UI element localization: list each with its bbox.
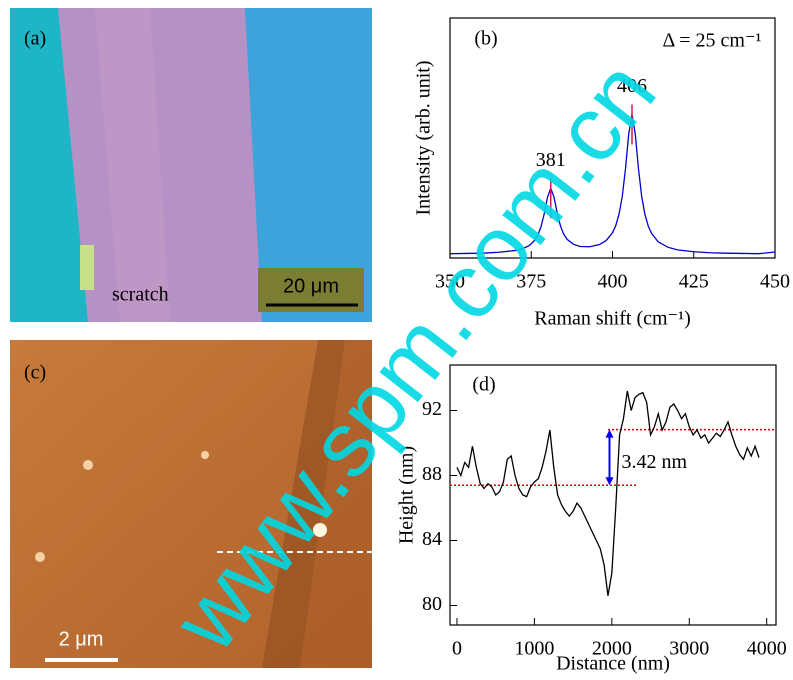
data-line <box>457 391 759 596</box>
x-axis-label: Raman shift (cm⁻¹) <box>534 308 691 330</box>
x-axis-label: Distance (nm) <box>556 653 670 675</box>
figure: (a) scratch 20 μm (c) 2 μm 3503754004254… <box>0 0 793 680</box>
x-tick-label: 4000 <box>747 638 787 660</box>
panel-label: (b) <box>474 28 497 50</box>
x-tick-label: 450 <box>760 271 790 293</box>
x-tick-label: 425 <box>679 271 709 293</box>
annotation: Δ = 25 cm⁻¹ <box>662 30 761 52</box>
step-label: 3.42 nm <box>622 451 688 473</box>
scale-bar-label: 2 μm <box>59 628 104 650</box>
panel-label: (c) <box>24 362 46 384</box>
y-axis-label: Intensity (arb. unit) <box>413 61 435 216</box>
annotation: scratch <box>112 284 169 306</box>
panel-label: (d) <box>472 374 495 396</box>
x-tick-label: 1000 <box>514 638 554 660</box>
y-tick-label: 80 <box>422 593 442 615</box>
y-tick-label: 84 <box>422 528 442 550</box>
page: (a) scratch 20 μm (c) 2 μm 3503754004254… <box>0 0 793 680</box>
x-tick-label: 0 <box>452 638 462 660</box>
y-axis-label: Height (nm) <box>396 446 418 544</box>
y-tick-label: 88 <box>422 463 442 485</box>
plot-frame <box>450 365 776 625</box>
x-tick-label: 3000 <box>669 638 709 660</box>
scale-bar-label: 20 μm <box>283 275 339 297</box>
x-tick-label: 400 <box>598 271 628 293</box>
panel-label: (a) <box>24 28 46 50</box>
